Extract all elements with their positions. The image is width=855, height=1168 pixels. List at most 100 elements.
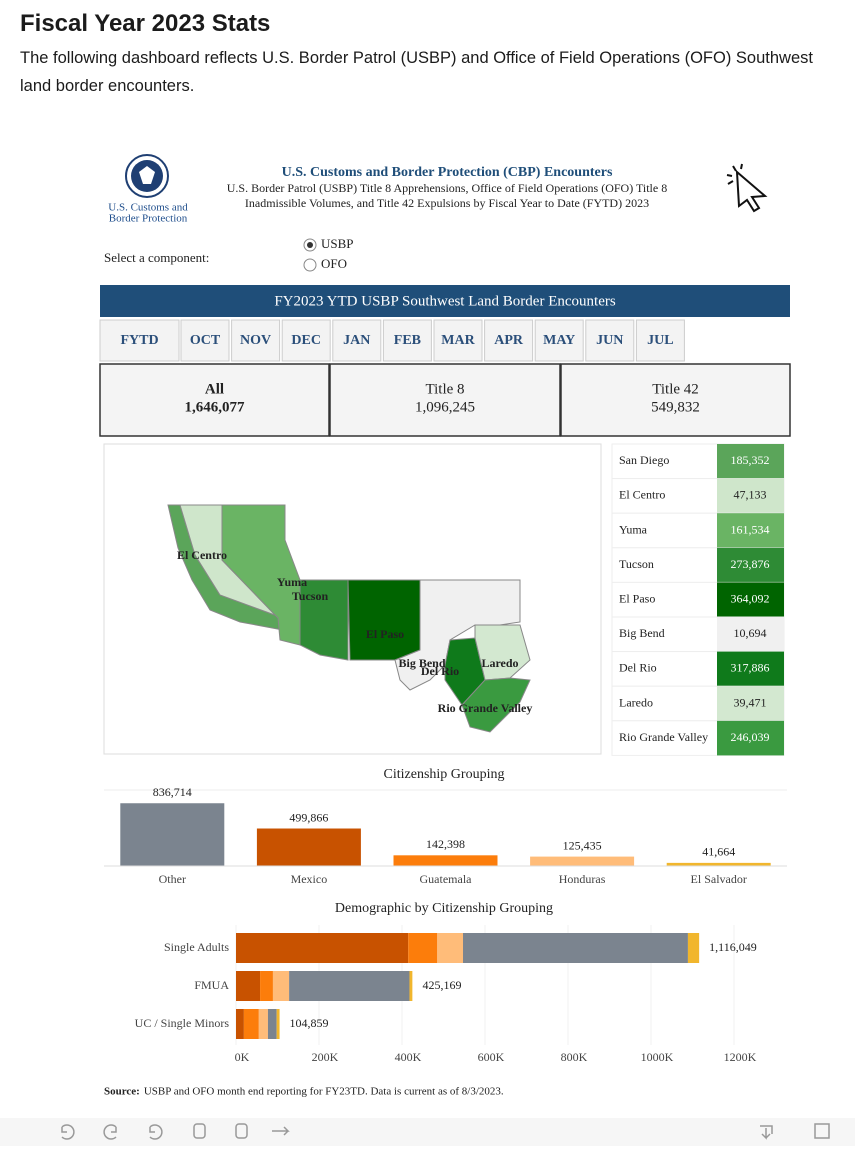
tab-label[interactable]: APR: [494, 333, 524, 348]
value-label: 41,664: [702, 845, 735, 859]
sector-value: 246,039: [731, 730, 770, 744]
sector-cell: [717, 513, 784, 548]
total-value: 549,832: [651, 399, 700, 415]
tab[interactable]: [534, 319, 584, 362]
tab-label[interactable]: MAR: [441, 333, 475, 348]
sector-name: Big Bend: [619, 626, 665, 640]
tab-label[interactable]: JAN: [343, 333, 370, 348]
tab[interactable]: [281, 319, 331, 362]
tab[interactable]: [382, 319, 432, 362]
sector-name: El Paso: [619, 591, 655, 605]
x-tick-label: 600K: [478, 1050, 505, 1064]
redo[interactable]: [103, 1124, 117, 1140]
bar-segment[interactable]: [272, 971, 290, 1001]
tab[interactable]: [635, 319, 685, 362]
total-label: Title 8: [425, 381, 464, 397]
cursor-rays: [726, 163, 743, 185]
tab[interactable]: [484, 319, 534, 362]
page-description: The following dashboard reflects U.S. Bo…: [20, 49, 813, 95]
value-label: 125,435: [563, 838, 602, 852]
bar-segment[interactable]: [687, 933, 700, 963]
bar[interactable]: [393, 855, 498, 866]
radio-label[interactable]: OFO: [321, 256, 347, 271]
bar-segment[interactable]: [409, 971, 413, 1001]
bar-segment[interactable]: [276, 1009, 280, 1039]
sector-name: Yuma: [619, 522, 648, 536]
total-box[interactable]: [560, 363, 791, 437]
tab-label[interactable]: JUN: [596, 333, 623, 348]
pause[interactable]: [235, 1123, 248, 1139]
undo[interactable]: [61, 1124, 75, 1140]
tab-label[interactable]: FYTD: [120, 333, 158, 348]
map-sector[interactable]: [347, 579, 421, 661]
bar-segment[interactable]: [260, 971, 273, 1001]
map-sector[interactable]: [461, 677, 531, 733]
y-tick-label: Single Adults: [164, 940, 229, 954]
banner: [100, 285, 790, 317]
bar-segment[interactable]: [236, 933, 409, 963]
map-label: Big Bend: [398, 656, 445, 670]
bar-segment[interactable]: [289, 971, 410, 1001]
tab[interactable]: [433, 319, 483, 362]
tab[interactable]: [585, 319, 635, 362]
tab-label[interactable]: NOV: [240, 333, 271, 348]
page-title: Fiscal Year 2023 Stats: [20, 10, 271, 37]
bar-segment[interactable]: [236, 971, 261, 1001]
sector-name: San Diego: [619, 453, 669, 467]
x-tick-label: 1000K: [641, 1050, 674, 1064]
sector-cell: [717, 686, 784, 721]
sector-value: 47,133: [734, 488, 767, 502]
bar-segment[interactable]: [267, 1009, 277, 1039]
cursor-icon: [735, 169, 768, 213]
tab-label[interactable]: DEC: [291, 333, 321, 348]
bar-segment[interactable]: [243, 1009, 259, 1039]
share[interactable]: [272, 1126, 290, 1136]
bar-segment[interactable]: [258, 1009, 268, 1039]
total-label: All: [205, 381, 224, 397]
sector-value: 10,694: [734, 626, 767, 640]
sector-value: 364,092: [731, 591, 770, 605]
tab[interactable]: [180, 319, 230, 362]
logo-text: U.S. Customs and: [108, 202, 188, 214]
total-label: Title 42: [652, 381, 699, 397]
sector-cell: [717, 478, 784, 514]
component-label: Select a component:: [104, 250, 209, 265]
tab-label[interactable]: FEB: [394, 333, 421, 348]
total-box[interactable]: [99, 363, 330, 437]
bar[interactable]: [530, 856, 635, 866]
tab-label[interactable]: MAY: [543, 333, 575, 348]
bar[interactable]: [256, 828, 361, 866]
refresh[interactable]: [193, 1123, 206, 1139]
chart-title: Demographic by Citizenship Grouping: [335, 901, 553, 916]
bar[interactable]: [120, 803, 225, 866]
tab-label[interactable]: OCT: [190, 333, 221, 348]
bar-segment[interactable]: [463, 933, 688, 963]
source-label: Source:: [104, 1086, 140, 1098]
bar[interactable]: [666, 862, 771, 866]
dashboard-subtitle: Inadmissible Volumes, and Title 42 Expul…: [245, 196, 649, 210]
map-sector[interactable]: [299, 579, 349, 661]
tab[interactable]: [231, 319, 281, 362]
radio[interactable]: [303, 258, 317, 272]
radio-label[interactable]: USBP: [321, 236, 354, 251]
tab[interactable]: [332, 319, 382, 362]
bar-segment[interactable]: [236, 1009, 244, 1039]
sector-name: Del Rio: [619, 661, 657, 675]
map-label: Yuma: [277, 575, 307, 589]
x-tick-label: 0K: [235, 1050, 250, 1064]
total-box[interactable]: [329, 363, 561, 437]
fullscreen[interactable]: [814, 1123, 830, 1139]
tab-label[interactable]: JUL: [647, 333, 673, 348]
map-label: El Paso: [366, 627, 404, 641]
bar-segment[interactable]: [408, 933, 438, 963]
total-value: 1,096,245: [415, 399, 475, 415]
revert[interactable]: [149, 1124, 163, 1140]
bar-segment[interactable]: [437, 933, 464, 963]
logo-eagle: [139, 166, 155, 184]
dashboard-subtitle: U.S. Border Patrol (USBP) Title 8 Appreh…: [227, 181, 667, 195]
x-tick-label: Guatemala: [420, 872, 473, 886]
sector-cell: [717, 720, 784, 756]
tab[interactable]: [99, 319, 180, 362]
sector-name: El Centro: [619, 488, 665, 502]
download[interactable]: [760, 1125, 773, 1140]
